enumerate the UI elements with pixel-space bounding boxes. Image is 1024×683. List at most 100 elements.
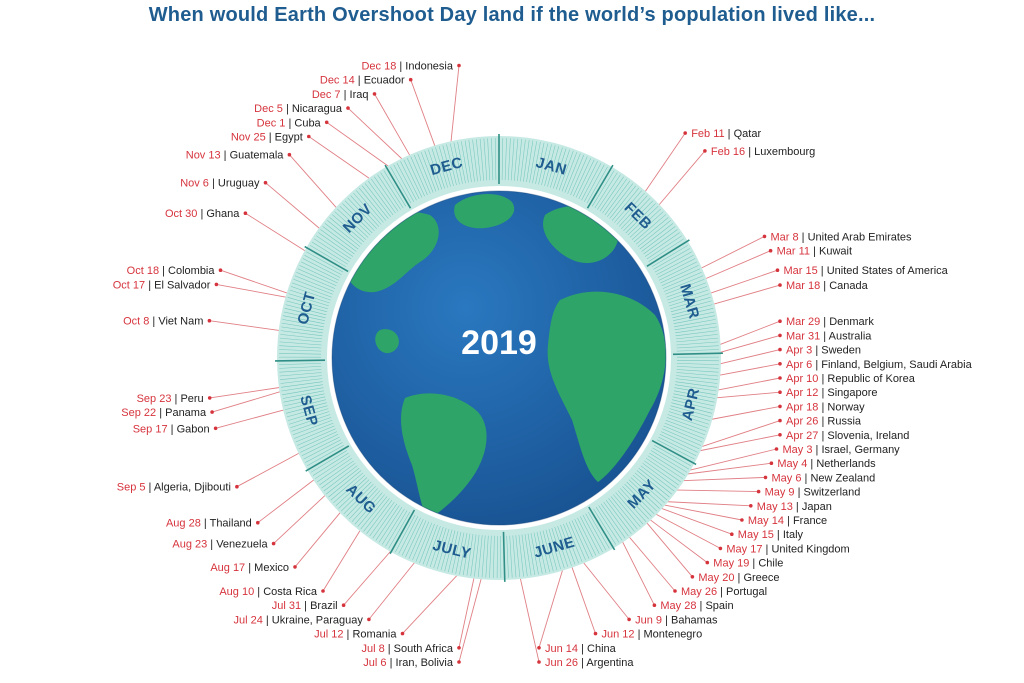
day-tick xyxy=(446,144,457,186)
day-tick xyxy=(494,137,497,181)
day-tick xyxy=(627,206,659,236)
country-label: Nov 13 | Guatemala xyxy=(186,150,285,162)
day-tick xyxy=(313,238,350,262)
country-name: | Luxembourg xyxy=(745,146,815,158)
day-tick xyxy=(597,174,621,210)
leader-dot xyxy=(778,433,782,437)
country-label: Jul 8 | South Africa xyxy=(361,643,453,655)
day-tick xyxy=(288,293,329,307)
day-tick xyxy=(408,520,427,559)
day-tick xyxy=(645,457,681,483)
day-tick xyxy=(517,139,522,181)
leader-line xyxy=(570,563,596,634)
day-tick xyxy=(294,422,334,439)
day-tick xyxy=(550,147,563,188)
day-tick xyxy=(608,498,635,532)
day-tick xyxy=(675,381,718,388)
day-tick xyxy=(415,522,433,562)
country-name: | Argentina xyxy=(578,657,634,669)
country-label: Mar 29 | Denmark xyxy=(786,316,874,328)
globe-land xyxy=(340,194,666,520)
day-tick xyxy=(351,490,381,522)
country-name: | Algeria, Djibouti xyxy=(145,482,230,494)
country-label: May 19 | Chile xyxy=(713,558,783,570)
country-label: Sep 23 | Peru xyxy=(137,393,204,405)
day-tick xyxy=(285,304,327,316)
day-tick xyxy=(661,268,701,287)
country-label: Jul 12 | Romania xyxy=(314,629,397,641)
country-label: May 28 | Spain xyxy=(660,600,733,612)
country-label: Jun 14 | China xyxy=(545,643,617,655)
day-tick xyxy=(281,326,323,334)
day-tick xyxy=(466,534,474,576)
day-tick xyxy=(279,372,322,377)
country-label: May 26 | Portugal xyxy=(681,586,767,598)
leader-line xyxy=(257,477,318,524)
country-label: Sep 22 | Panama xyxy=(121,407,207,419)
overshoot-date: Oct 8 xyxy=(123,316,149,328)
day-tick xyxy=(435,147,448,188)
day-tick xyxy=(644,460,679,486)
country-label: Oct 17 | El Salvador xyxy=(113,279,211,291)
day-tick xyxy=(338,479,370,509)
day-tick xyxy=(440,529,453,571)
overshoot-date: Sep 22 xyxy=(121,407,156,419)
day-tick xyxy=(426,526,441,566)
day-tick xyxy=(617,490,647,522)
country-name: | Australia xyxy=(820,330,872,342)
country-label: Mar 15 | United States of America xyxy=(784,265,949,277)
day-tick xyxy=(663,275,704,292)
leader-dot xyxy=(457,660,461,664)
leader-dot xyxy=(673,589,677,593)
day-tick xyxy=(628,479,660,509)
day-tick xyxy=(587,511,610,549)
day-tick xyxy=(279,341,322,346)
day-tick xyxy=(674,387,716,396)
day-tick xyxy=(378,507,403,543)
day-tick xyxy=(307,444,344,467)
day-tick xyxy=(547,146,560,187)
country-label: Apr 18 | Norway xyxy=(786,401,865,413)
country-name: | Romania xyxy=(344,629,398,641)
day-tick xyxy=(676,341,719,346)
day-tick xyxy=(390,166,412,204)
overshoot-date: Mar 18 xyxy=(786,280,820,292)
leader-line xyxy=(519,574,540,663)
leader-line xyxy=(308,136,373,181)
day-tick xyxy=(623,200,654,231)
overshoot-date: Apr 10 xyxy=(786,373,818,385)
country-name: | Bahamas xyxy=(662,614,718,626)
day-tick xyxy=(298,431,338,450)
country-label: Jun 26 | Argentina xyxy=(545,657,634,669)
day-tick xyxy=(279,366,322,369)
leader-line xyxy=(698,235,765,271)
country-name: | Colombia xyxy=(159,265,215,277)
day-tick xyxy=(367,180,394,216)
country-label: May 13 | Japan xyxy=(757,501,832,513)
day-tick xyxy=(453,142,463,184)
day-tick xyxy=(594,172,618,209)
country-name: | Sweden xyxy=(812,345,861,357)
day-tick xyxy=(523,140,530,182)
day-tick xyxy=(312,452,349,476)
day-tick xyxy=(649,452,686,476)
leader-dot xyxy=(243,211,248,215)
day-tick xyxy=(582,514,603,553)
day-tick xyxy=(356,190,384,223)
country-name: | Greece xyxy=(734,572,779,584)
day-tick xyxy=(417,153,434,193)
overshoot-date: Apr 3 xyxy=(786,345,812,357)
leader-line xyxy=(326,121,392,169)
day-tick xyxy=(315,235,352,260)
day-tick xyxy=(669,408,710,421)
country-label: Mar 11 | Kuwait xyxy=(777,246,852,258)
country-label: Oct 18 | Colombia xyxy=(127,265,216,277)
overshoot-date: May 17 xyxy=(726,543,762,555)
country-label: Oct 8 | Viet Nam xyxy=(123,316,203,328)
day-tick xyxy=(603,501,629,537)
overshoot-date: Mar 29 xyxy=(786,316,820,328)
country-name: | Iraq xyxy=(341,89,369,101)
day-tick xyxy=(571,520,590,559)
leader-dot xyxy=(255,520,260,525)
leader-line xyxy=(672,489,759,493)
